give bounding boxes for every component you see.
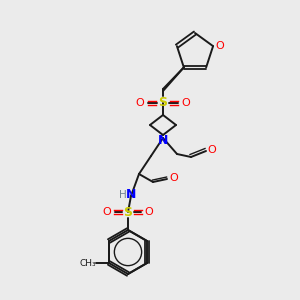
Text: O: O xyxy=(216,41,224,51)
Text: N: N xyxy=(158,134,168,146)
Text: S: S xyxy=(158,97,167,110)
Text: O: O xyxy=(208,145,216,155)
Text: S: S xyxy=(124,206,133,218)
Text: O: O xyxy=(169,173,178,183)
Text: CH₃: CH₃ xyxy=(80,259,96,268)
Text: N: N xyxy=(126,188,136,202)
Text: O: O xyxy=(182,98,190,108)
Text: O: O xyxy=(136,98,144,108)
Text: H: H xyxy=(119,190,127,200)
Text: O: O xyxy=(145,207,153,217)
Text: O: O xyxy=(103,207,111,217)
